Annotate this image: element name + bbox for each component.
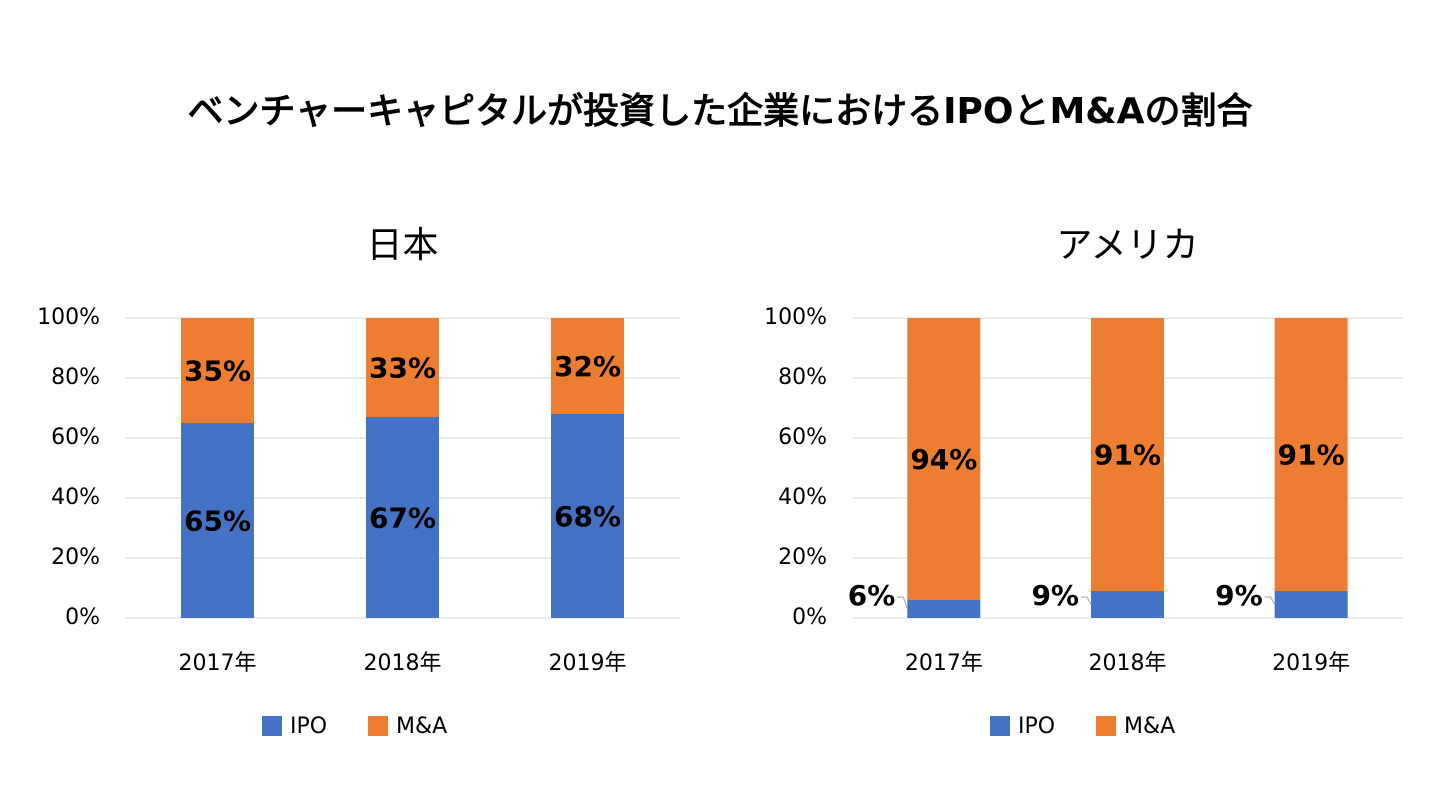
y-tick-label: 60% [51,425,100,450]
x-tick-label: 2018年 [364,651,442,676]
y-tick-label: 100% [764,305,827,330]
bar-segment [1274,318,1348,591]
y-tick-label: 40% [778,485,827,510]
legend-label: IPO [1018,714,1055,739]
data-label: 9% [1215,579,1263,612]
bar-segment [1274,591,1348,618]
data-label: 68% [554,500,621,533]
y-tick-label: 100% [37,305,100,330]
data-label: 94% [910,443,977,476]
legend-label: M&A [396,714,447,739]
data-label: 91% [1094,439,1161,472]
y-tick-label: 20% [51,545,100,570]
y-tick-label: 0% [792,605,827,630]
bar-segment [551,318,624,414]
data-label: 6% [848,579,896,612]
leader-line [1081,596,1092,605]
y-tick-label: 0% [65,605,100,630]
data-label: 91% [1278,439,1345,472]
x-tick-label: 2019年 [549,651,627,676]
data-label: 65% [184,505,251,538]
legend-label: IPO [290,714,327,739]
data-label: 9% [1031,579,1079,612]
y-tick-label: 60% [778,425,827,450]
leader-line [897,596,908,610]
y-tick-label: 80% [51,365,100,390]
bar-segment [551,414,624,618]
x-tick-label: 2019年 [1272,651,1350,676]
slide-title: ベンチャーキャピタルが投資した企業におけるIPOとM&Aの割合 [187,90,1252,132]
x-tick-label: 2017年 [905,651,983,676]
bar-segment [366,417,439,618]
data-label: 67% [369,502,436,535]
bar-segment [181,318,254,423]
bar-segment [1091,318,1164,591]
legend-swatch [368,716,388,736]
data-label: 35% [184,355,251,388]
bar-segment [907,600,981,618]
chart-title: 日本 [366,225,438,266]
leader-line [1264,596,1276,605]
legend-label: M&A [1124,714,1175,739]
y-tick-label: 20% [778,545,827,570]
chart-title: アメリカ [1056,225,1198,266]
y-tick-label: 80% [778,365,827,390]
legend-swatch [990,716,1010,736]
bar-segment [907,318,981,600]
x-tick-label: 2017年 [179,651,257,676]
data-label: 32% [554,350,621,383]
data-label: 33% [369,352,436,385]
legend-swatch [1096,716,1116,736]
legend-swatch [262,716,282,736]
bar-segment [181,423,254,618]
y-tick-label: 40% [51,485,100,510]
bar-segment [1091,591,1164,618]
bar-segment [366,318,439,417]
x-tick-label: 2018年 [1089,651,1167,676]
